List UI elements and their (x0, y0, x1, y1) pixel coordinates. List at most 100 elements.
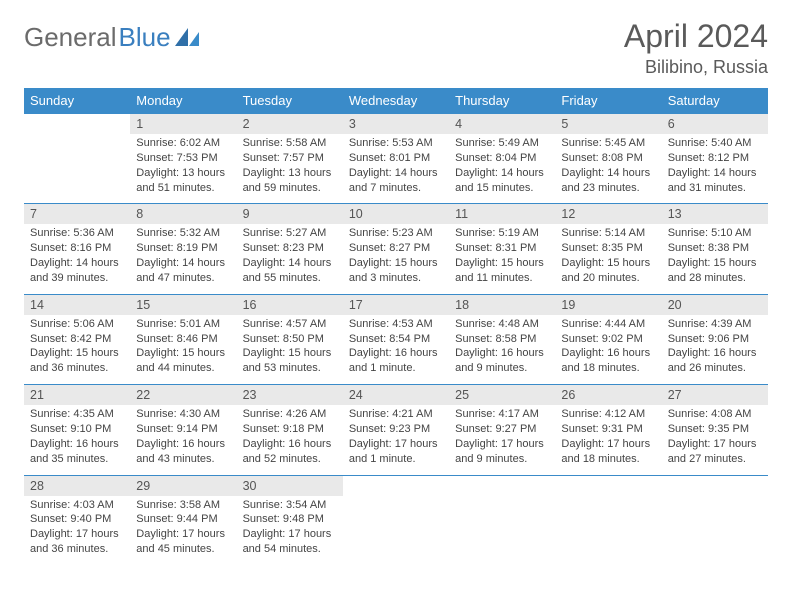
sun-info-line: Daylight: 17 hours and 45 minutes. (136, 527, 230, 557)
sun-info-line: Sunset: 8:27 PM (349, 241, 443, 256)
day-number-cell: 1 (130, 114, 236, 135)
day-number-row: 21222324252627 (24, 385, 768, 406)
sun-info-line: Sunset: 8:23 PM (243, 241, 337, 256)
sun-info-line: Daylight: 14 hours and 47 minutes. (136, 256, 230, 286)
sun-info-line: Sunrise: 4:03 AM (30, 498, 124, 513)
day-content-cell: Sunrise: 3:54 AMSunset: 9:48 PMDaylight:… (237, 496, 343, 565)
day-number-cell: 13 (662, 204, 768, 225)
day-content-cell: Sunrise: 4:48 AMSunset: 8:58 PMDaylight:… (449, 315, 555, 385)
sun-info-line: Sunrise: 5:10 AM (668, 226, 762, 241)
day-number-cell: 4 (449, 114, 555, 135)
weekday-header: Monday (130, 88, 236, 114)
sun-info-line: Daylight: 14 hours and 15 minutes. (455, 166, 549, 196)
sun-info-line: Sunrise: 5:32 AM (136, 226, 230, 241)
day-content-cell: Sunrise: 5:40 AMSunset: 8:12 PMDaylight:… (662, 134, 768, 204)
sun-info-line: Sunset: 9:06 PM (668, 332, 762, 347)
day-content-row: Sunrise: 6:02 AMSunset: 7:53 PMDaylight:… (24, 134, 768, 204)
day-number-cell: 10 (343, 204, 449, 225)
sun-info-line: Sunrise: 5:19 AM (455, 226, 549, 241)
sun-info-line: Sunset: 8:31 PM (455, 241, 549, 256)
day-number-cell: 27 (662, 385, 768, 406)
sun-info-line: Sunset: 8:12 PM (668, 151, 762, 166)
sun-info-line: Daylight: 17 hours and 36 minutes. (30, 527, 124, 557)
day-number-cell: 17 (343, 294, 449, 315)
day-number-row: 14151617181920 (24, 294, 768, 315)
sun-info-line: Sunrise: 5:49 AM (455, 136, 549, 151)
sun-info-line: Daylight: 13 hours and 51 minutes. (136, 166, 230, 196)
day-content-cell: Sunrise: 4:21 AMSunset: 9:23 PMDaylight:… (343, 405, 449, 475)
day-number-cell: 29 (130, 475, 236, 496)
location-subtitle: Bilibino, Russia (624, 57, 768, 78)
brand-word2: Blue (119, 22, 171, 53)
day-number-cell: 6 (662, 114, 768, 135)
day-number-cell: 16 (237, 294, 343, 315)
sun-info-line: Sunset: 9:02 PM (561, 332, 655, 347)
sun-info-line: Sunset: 8:42 PM (30, 332, 124, 347)
day-content-cell: Sunrise: 4:08 AMSunset: 9:35 PMDaylight:… (662, 405, 768, 475)
day-content-cell: Sunrise: 5:36 AMSunset: 8:16 PMDaylight:… (24, 224, 130, 294)
day-number-row: 78910111213 (24, 204, 768, 225)
day-content-cell: Sunrise: 4:44 AMSunset: 9:02 PMDaylight:… (555, 315, 661, 385)
weekday-header: Saturday (662, 88, 768, 114)
sun-info-line: Sunset: 8:01 PM (349, 151, 443, 166)
sun-info-line: Sunrise: 6:02 AM (136, 136, 230, 151)
sun-info-line: Sunrise: 5:27 AM (243, 226, 337, 241)
day-content-cell: Sunrise: 5:23 AMSunset: 8:27 PMDaylight:… (343, 224, 449, 294)
title-block: April 2024 Bilibino, Russia (624, 18, 768, 78)
day-number-cell: 15 (130, 294, 236, 315)
sun-info-line: Sunrise: 3:58 AM (136, 498, 230, 513)
day-number-cell: 2 (237, 114, 343, 135)
sun-info-line: Sunrise: 4:44 AM (561, 317, 655, 332)
day-content-cell (24, 134, 130, 204)
day-content-cell (343, 496, 449, 565)
day-number-cell: 28 (24, 475, 130, 496)
day-number-cell: 23 (237, 385, 343, 406)
weekday-header: Wednesday (343, 88, 449, 114)
day-content-cell: Sunrise: 4:26 AMSunset: 9:18 PMDaylight:… (237, 405, 343, 475)
sun-info-line: Sunrise: 4:26 AM (243, 407, 337, 422)
day-content-cell (662, 496, 768, 565)
day-number-cell: 9 (237, 204, 343, 225)
sail-icon (175, 22, 201, 53)
sun-info-line: Sunrise: 5:06 AM (30, 317, 124, 332)
sun-info-line: Sunrise: 4:21 AM (349, 407, 443, 422)
day-content-cell: Sunrise: 4:35 AMSunset: 9:10 PMDaylight:… (24, 405, 130, 475)
sun-info-line: Sunrise: 5:23 AM (349, 226, 443, 241)
day-number-cell: 18 (449, 294, 555, 315)
day-content-cell: Sunrise: 5:49 AMSunset: 8:04 PMDaylight:… (449, 134, 555, 204)
day-content-cell (555, 496, 661, 565)
sun-info-line: Daylight: 14 hours and 31 minutes. (668, 166, 762, 196)
day-content-cell: Sunrise: 4:17 AMSunset: 9:27 PMDaylight:… (449, 405, 555, 475)
weekday-header: Thursday (449, 88, 555, 114)
day-number-cell: 21 (24, 385, 130, 406)
sun-info-line: Sunset: 8:16 PM (30, 241, 124, 256)
sun-info-line: Daylight: 15 hours and 28 minutes. (668, 256, 762, 286)
sun-info-line: Sunrise: 5:45 AM (561, 136, 655, 151)
day-number-cell: 7 (24, 204, 130, 225)
day-content-row: Sunrise: 5:06 AMSunset: 8:42 PM Daylight:… (24, 315, 768, 385)
sun-info-line: Daylight: 17 hours and 27 minutes. (668, 437, 762, 467)
day-content-cell: Sunrise: 4:39 AMSunset: 9:06 PMDaylight:… (662, 315, 768, 385)
sun-info-line: Daylight: 16 hours and 43 minutes. (136, 437, 230, 467)
weekday-row: SundayMondayTuesdayWednesdayThursdayFrid… (24, 88, 768, 114)
sun-info-line: Sunset: 8:19 PM (136, 241, 230, 256)
sun-info-line: Sunrise: 5:40 AM (668, 136, 762, 151)
month-title: April 2024 (624, 18, 768, 55)
sun-info-line: Daylight: 16 hours and 9 minutes. (455, 346, 549, 376)
sun-info-line: Daylight: 17 hours and 9 minutes. (455, 437, 549, 467)
day-content-cell: Sunrise: 4:12 AMSunset: 9:31 PMDaylight:… (555, 405, 661, 475)
sun-info-line: Daylight: 14 hours and 39 minutes. (30, 256, 124, 286)
sun-info-line: Sunrise: 5:01 AM (136, 317, 230, 332)
sun-info-line: Daylight: 16 hours and 52 minutes. (243, 437, 337, 467)
sun-info-line: Sunrise: 5:58 AM (243, 136, 337, 151)
sun-info-line: Daylight: 17 hours and 18 minutes. (561, 437, 655, 467)
day-content-cell: Sunrise: 5:10 AMSunset: 8:38 PMDaylight:… (662, 224, 768, 294)
sun-info-line: Sunset: 9:23 PM (349, 422, 443, 437)
sun-info-line: Sunrise: 5:14 AM (561, 226, 655, 241)
weekday-header: Sunday (24, 88, 130, 114)
sun-info-line: Sunrise: 4:48 AM (455, 317, 549, 332)
day-number-cell: 5 (555, 114, 661, 135)
sun-info-line: Sunset: 8:38 PM (668, 241, 762, 256)
sun-info-line: Sunrise: 4:35 AM (30, 407, 124, 422)
day-number-cell: 24 (343, 385, 449, 406)
